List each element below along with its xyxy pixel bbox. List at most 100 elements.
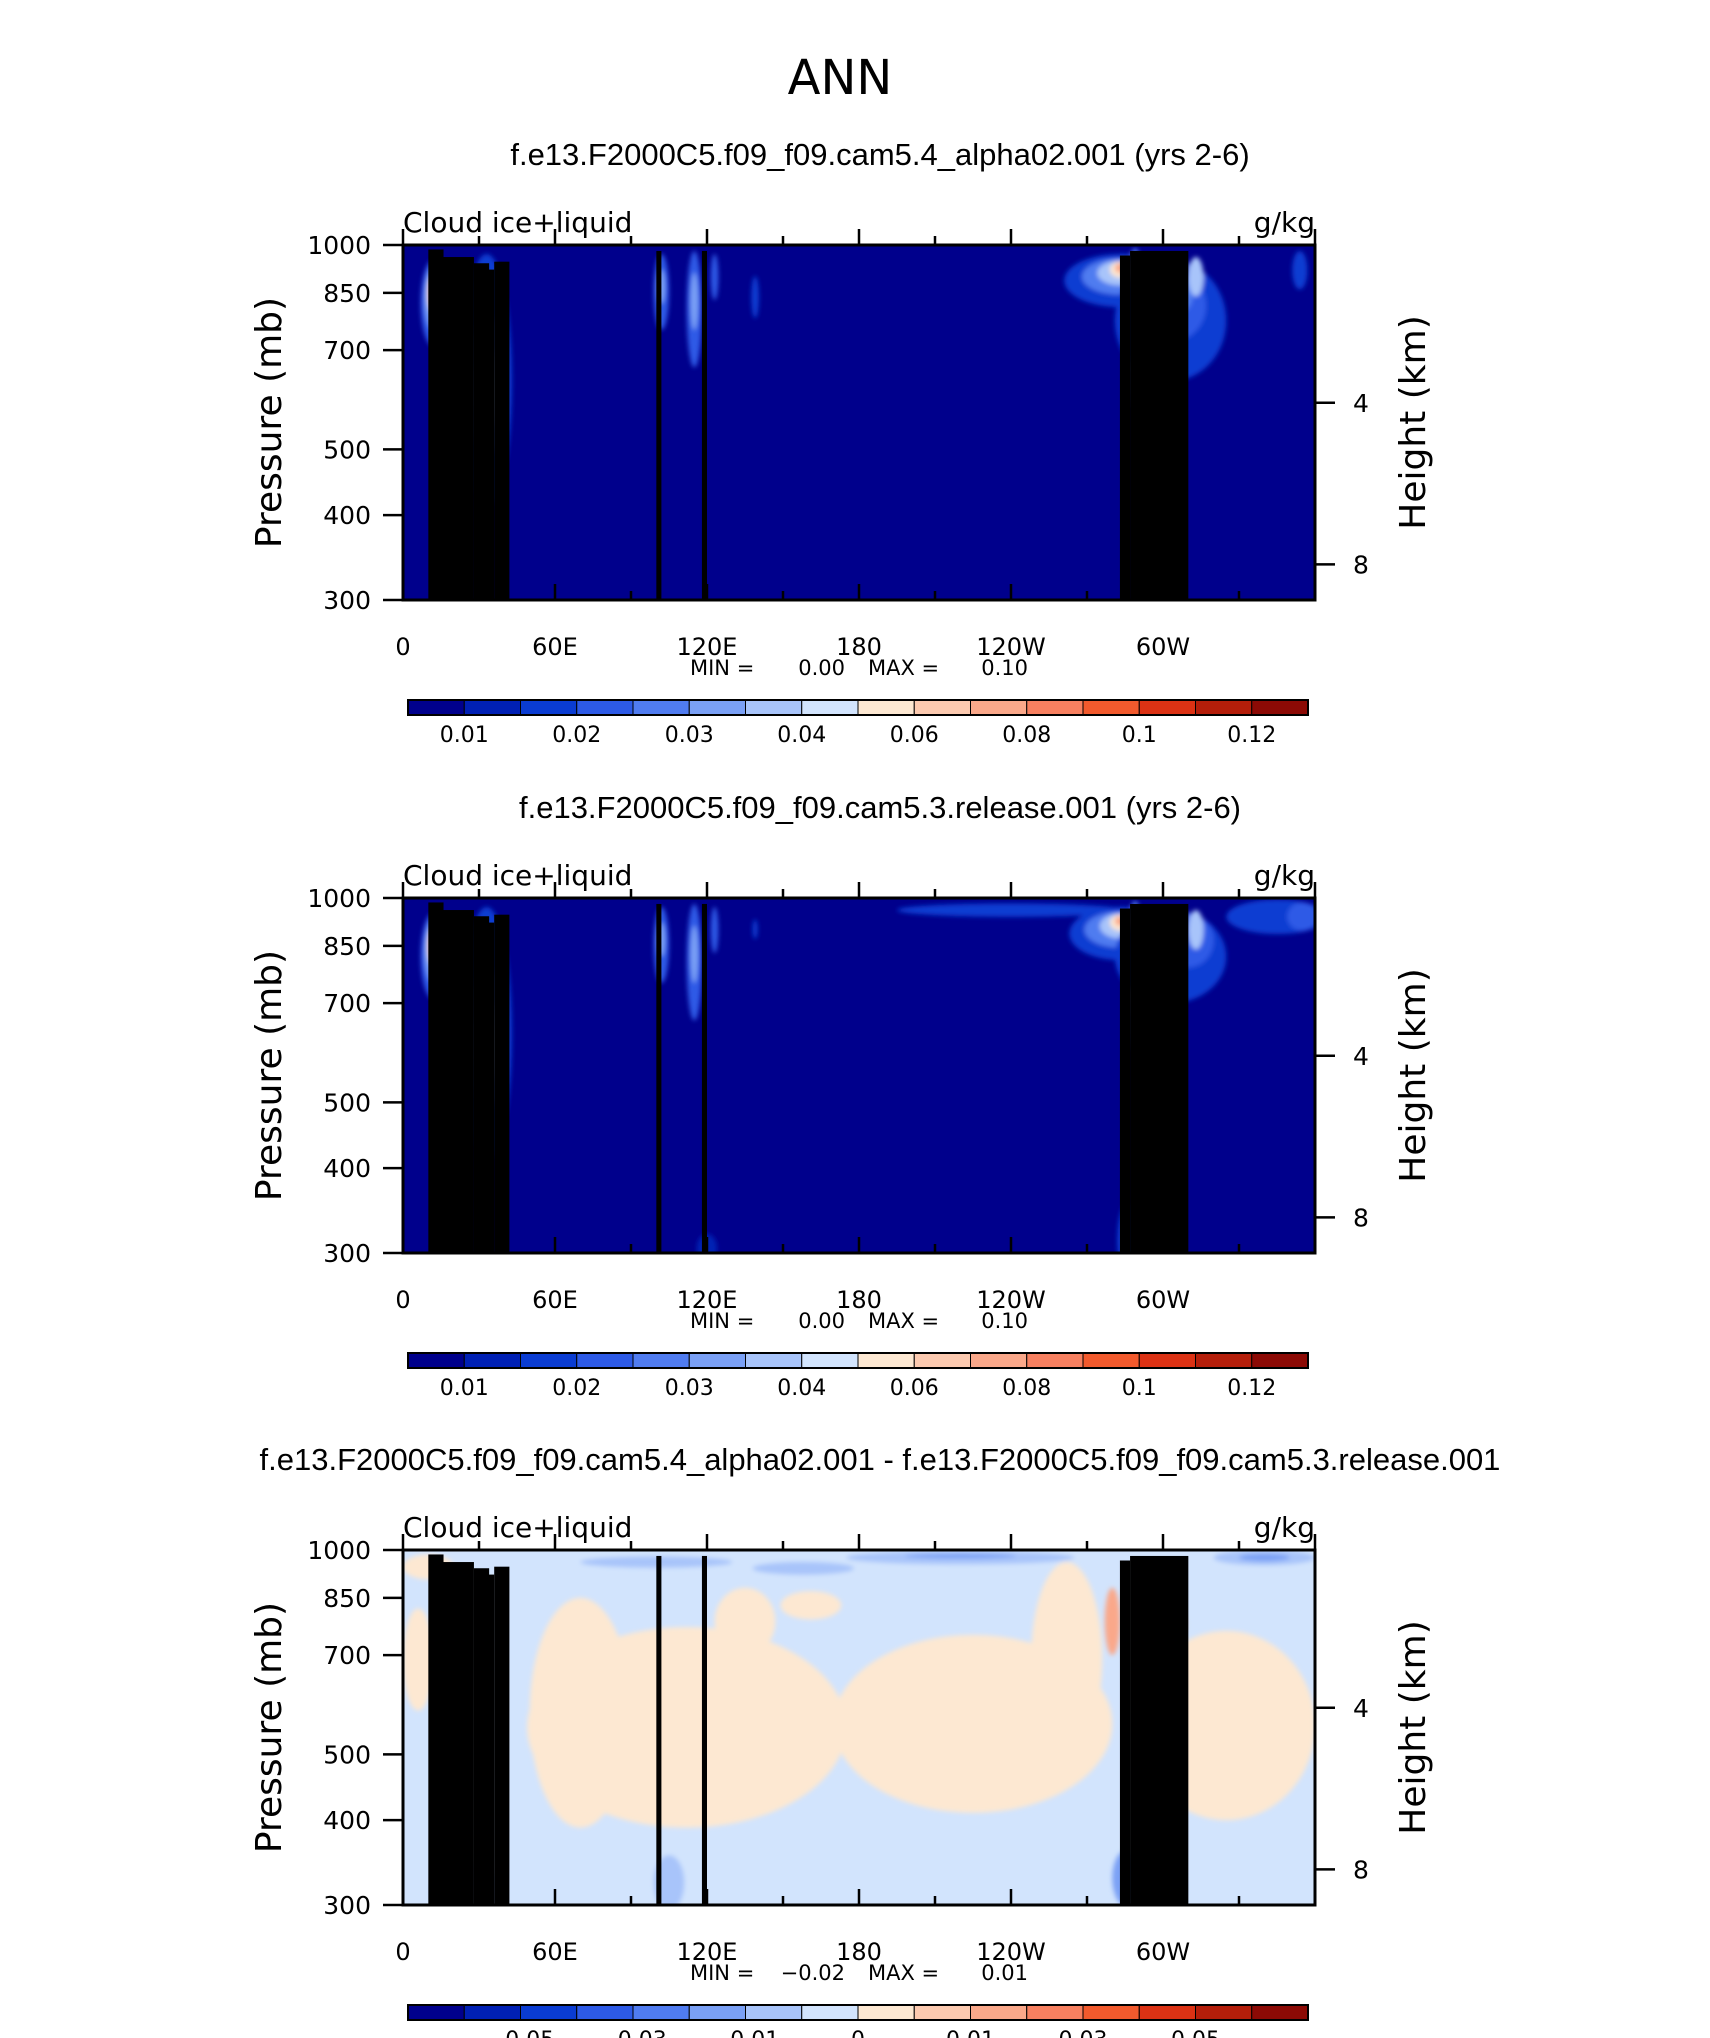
colorbar-label: −0.01 <box>712 2028 779 2038</box>
contour-region <box>1031 1562 1103 1755</box>
y-tick-label: 850 <box>323 932 371 961</box>
y-tick-label: 400 <box>323 1806 371 1835</box>
contour-region <box>1188 257 1204 297</box>
y-tick-label: 300 <box>323 1239 371 1268</box>
y-axis-title: Pressure (mb) <box>249 950 290 1201</box>
colorbar-label: 0.02 <box>552 1376 601 1401</box>
colorbar-swatch <box>801 1352 859 1369</box>
colorbar-label: 0.05 <box>1171 2028 1220 2038</box>
colorbar-label: 0.04 <box>777 723 826 748</box>
contour-region <box>780 1591 842 1620</box>
x-tick-label: 60W <box>1136 633 1190 661</box>
panel-title: f.e13.F2000C5.f09_f09.cam5.3.release.001… <box>519 790 1241 825</box>
max-label: MAX = <box>868 1309 939 1333</box>
colorbar-swatch <box>1026 699 1084 716</box>
colorbar-swatch <box>1251 2004 1309 2021</box>
terrain-block <box>494 261 510 600</box>
colorbar-label: 0.01 <box>440 1376 489 1401</box>
colorbar-label: 0.01 <box>946 2028 995 2038</box>
colorbar-swatch <box>857 699 915 716</box>
colorbar-label: 0.12 <box>1227 1376 1276 1401</box>
colorbar-swatch <box>970 2004 1028 2021</box>
contour-region <box>1239 1553 1290 1562</box>
colorbar-swatch <box>970 699 1028 716</box>
max-label: MAX = <box>868 656 939 680</box>
y-tick-label: 500 <box>323 435 371 464</box>
y-tick-label: 300 <box>323 586 371 615</box>
contour-region <box>690 272 699 330</box>
colorbar-swatch <box>745 1352 803 1369</box>
colorbar-swatch <box>1138 699 1196 716</box>
contour-field <box>403 245 1315 600</box>
colorbar-swatch <box>1026 1352 1084 1369</box>
y-tick-label: 700 <box>323 989 371 1018</box>
min-label: MIN = <box>690 1309 754 1333</box>
x-tick-label: 0 <box>395 1938 410 1966</box>
terrain-block <box>701 903 707 1253</box>
x-tick-label: 180 <box>836 633 882 661</box>
colorbar-swatch <box>1082 1352 1140 1369</box>
colorbar-swatch <box>632 699 690 716</box>
x-tick-label: 60E <box>532 1938 578 1966</box>
x-tick-label: 120E <box>677 1938 738 1966</box>
contour-region <box>690 925 699 983</box>
max-value: 0.01 <box>981 1961 1028 1985</box>
colorbar-swatch <box>463 1352 521 1369</box>
colorbar-label: −0.03 <box>599 2028 666 2038</box>
colorbar-label: 0.12 <box>1227 723 1276 748</box>
terrain-block <box>494 1566 510 1905</box>
x-tick-label: 0 <box>395 633 410 661</box>
terrain-block <box>656 250 662 600</box>
terrain-block <box>701 250 707 600</box>
colorbar-label: 0.06 <box>890 723 939 748</box>
terrain-block <box>479 922 495 1253</box>
y2-axis-title: Height (km) <box>1393 1620 1434 1834</box>
y-axis-title: Pressure (mb) <box>249 297 290 548</box>
colorbar-swatch <box>1251 699 1309 716</box>
x-tick-label: 0 <box>395 1286 410 1314</box>
min-value: 0.00 <box>798 1309 845 1333</box>
terrain-block <box>479 1574 495 1905</box>
terrain-block <box>479 269 495 600</box>
terrain-block <box>1130 903 1189 1253</box>
y-tick-label: 1000 <box>307 884 371 913</box>
colorbar-swatch <box>745 2004 803 2021</box>
y-tick-label: 400 <box>323 1154 371 1183</box>
variable-label: Cloud ice+liquid <box>403 1511 632 1544</box>
contour-region <box>751 276 759 319</box>
terrain-block <box>433 1562 474 1905</box>
colorbar-swatch <box>407 2004 465 2021</box>
contour-region <box>529 1597 631 1828</box>
contour-region <box>904 1553 1017 1559</box>
y2-tick-label: 4 <box>1353 1042 1369 1071</box>
colorbar-label: 0.08 <box>1002 1376 1051 1401</box>
colorbar-swatch <box>745 699 803 716</box>
terrain-block <box>656 1555 662 1905</box>
colorbar-swatch <box>463 2004 521 2021</box>
y-axis-title: Pressure (mb) <box>249 1602 290 1853</box>
colorbar-swatch <box>576 2004 634 2021</box>
colorbar-swatch <box>913 2004 971 2021</box>
colorbar-swatch <box>632 1352 690 1369</box>
contour-region <box>1287 902 1315 931</box>
x-tick-label: 60E <box>532 633 578 661</box>
variable-label: Cloud ice+liquid <box>403 859 632 892</box>
contour-field <box>403 898 1315 1253</box>
colorbar-swatch <box>688 2004 746 2021</box>
colorbar-swatch <box>1082 699 1140 716</box>
colorbar-swatch <box>688 699 746 716</box>
terrain-block <box>701 1555 707 1905</box>
colorbar-label: 0.04 <box>777 1376 826 1401</box>
y2-tick-label: 4 <box>1353 1694 1369 1723</box>
y2-tick-label: 8 <box>1353 1855 1369 1884</box>
y2-tick-label: 8 <box>1353 1203 1369 1232</box>
colorbar-swatch <box>1138 2004 1196 2021</box>
colorbar-swatch <box>688 1352 746 1369</box>
x-tick-label: 120E <box>677 633 738 661</box>
colorbar-label: 0.1 <box>1122 1376 1157 1401</box>
x-tick-label: 120W <box>976 1286 1046 1314</box>
colorbar-frame <box>407 2004 1309 2021</box>
max-value: 0.10 <box>981 1309 1028 1333</box>
y-tick-label: 700 <box>323 336 371 365</box>
